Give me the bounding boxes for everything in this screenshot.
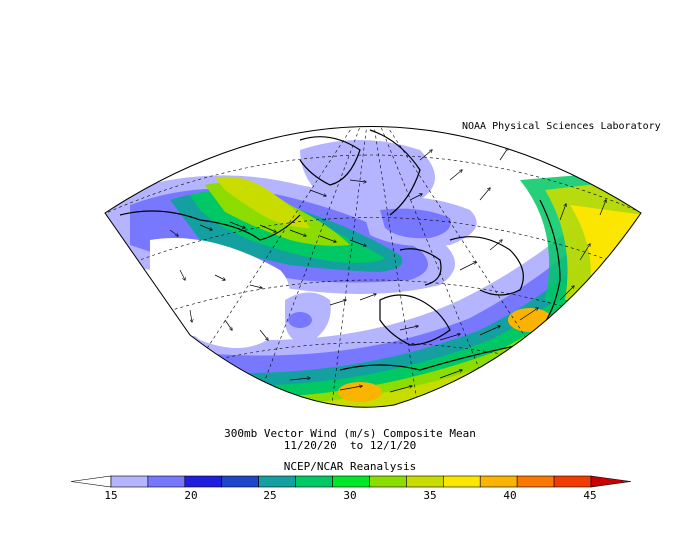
colorbar-segment	[258, 475, 296, 488]
colorbar-tick-label: 35	[423, 489, 437, 502]
colorbar-segment	[147, 475, 186, 488]
map-title: 300mb Vector Wind (m/s) Composite Mean	[224, 427, 476, 440]
colorbar-segment	[295, 475, 333, 488]
colorbar-segment	[369, 475, 407, 488]
wind-speed-shading	[105, 126, 641, 408]
colorbar-tick-label: 45	[583, 489, 597, 502]
colorbar-segment	[332, 475, 370, 488]
data-source: NCEP/NCAR Reanalysis	[283, 460, 417, 473]
colorbar-under-arrow	[70, 475, 112, 488]
colorbar	[70, 475, 632, 488]
colorbar-segment	[443, 475, 481, 488]
colorbar-segment	[516, 475, 555, 488]
colorbar-segment	[221, 475, 259, 488]
credit-label: NOAA Physical Sciences Laboratory	[462, 121, 661, 132]
colorbar-tick-label: 25	[263, 489, 277, 502]
wind-vectors	[169, 148, 606, 393]
colorbar-tick-label: 30	[343, 489, 357, 502]
colorbar-segment	[110, 475, 149, 488]
colorbar-segment	[479, 475, 518, 488]
colorbar-tick-label: 15	[104, 489, 118, 502]
colorbar-segment	[406, 475, 444, 488]
colorbar-tick-label: 40	[503, 489, 517, 502]
colorbar-segment	[184, 475, 223, 488]
date-range: 11/20/20 to 12/1/20	[283, 439, 417, 452]
colorbar-over-arrow	[590, 475, 632, 488]
map-border	[104, 126, 642, 408]
colorbar-segment	[553, 475, 592, 488]
colorbar-tick-label: 20	[184, 489, 198, 502]
